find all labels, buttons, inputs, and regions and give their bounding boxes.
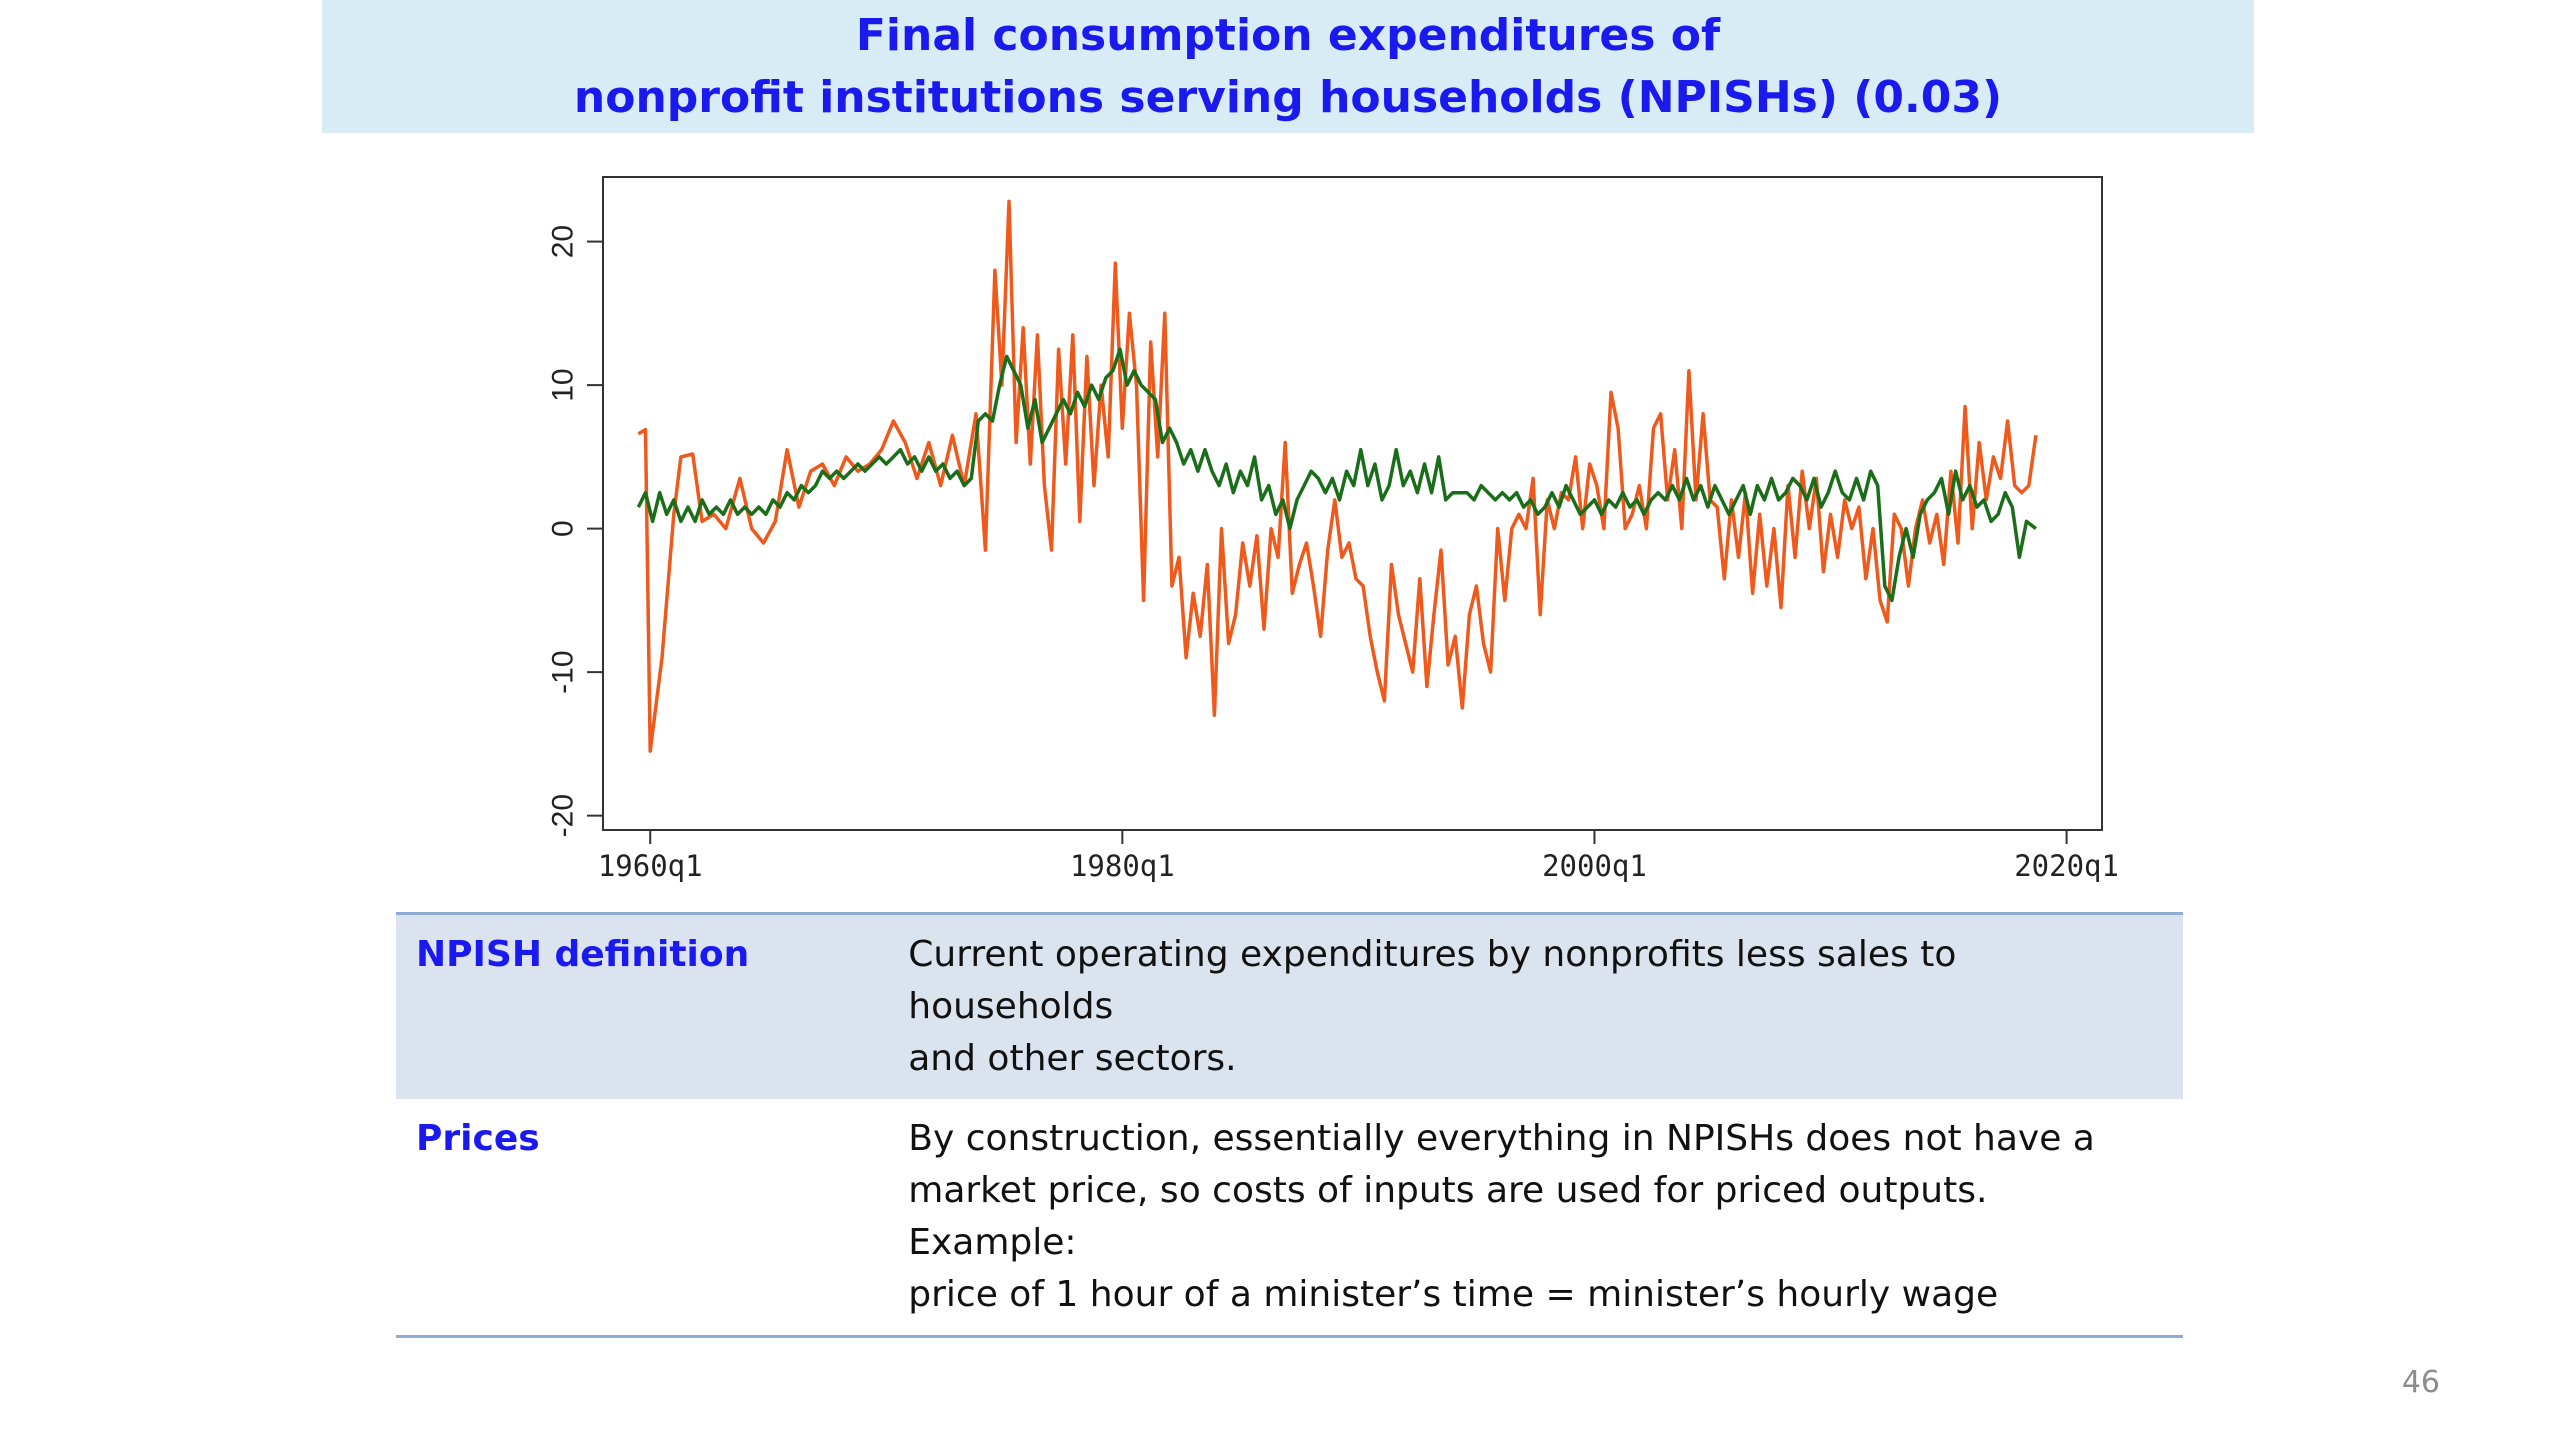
title-band: Final consumption expenditures of nonpro… bbox=[322, 0, 2254, 133]
x-tick-label: 2020q1 bbox=[2014, 849, 2119, 883]
series-line-green bbox=[636, 347, 2037, 603]
x-tick-label: 1980q1 bbox=[1070, 849, 1175, 883]
info-row-prices: Prices By construction, essentially ever… bbox=[396, 1099, 2183, 1335]
y-tick-label: -10 bbox=[547, 650, 580, 693]
y-tick-label: 10 bbox=[547, 368, 580, 401]
y-tick-label: 0 bbox=[547, 520, 580, 537]
info-label-definition: NPISH definition bbox=[416, 934, 750, 975]
y-tick-label: 20 bbox=[547, 225, 580, 258]
page-title-line-1: Final consumption expenditures of bbox=[855, 9, 1721, 61]
y-tick-label: -20 bbox=[547, 794, 580, 837]
info-row-definition: NPISH definition Current operating expen… bbox=[396, 915, 2183, 1099]
page-title-line-2: nonprofit institutions serving household… bbox=[573, 71, 2003, 123]
line-chart: -20 -10 0 10 20 1960q1 1980q1 2000q1 2020q1 bbox=[547, 176, 2119, 883]
page-number: 46 bbox=[2401, 1365, 2440, 1400]
info-label-prices: Prices bbox=[416, 1118, 540, 1159]
x-tick-label: 1960q1 bbox=[598, 849, 703, 883]
info-text-definition: Current operating expenditures by nonpro… bbox=[908, 934, 1957, 1079]
x-tick-label: 2000q1 bbox=[1542, 849, 1647, 883]
info-table: NPISH definition Current operating expen… bbox=[396, 912, 2183, 1338]
plot-frame bbox=[602, 176, 2103, 831]
info-text-prices: By construction, essentially everything … bbox=[908, 1118, 2095, 1315]
series-line-orange bbox=[637, 199, 2038, 753]
